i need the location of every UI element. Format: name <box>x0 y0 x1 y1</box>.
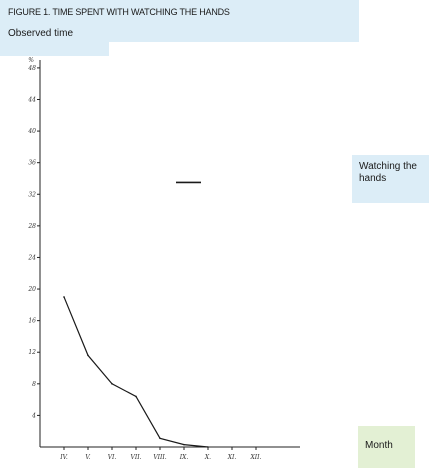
x-axis-title: Month <box>365 440 393 451</box>
y-tick-label: 4 <box>31 412 36 419</box>
data-point <box>111 383 113 385</box>
x-tick-label: IV. <box>59 454 68 461</box>
x-tick-label: VI. <box>108 454 117 461</box>
y-tick-label: 36 <box>28 160 36 167</box>
x-tick-label: XII. <box>250 454 262 461</box>
data-point <box>183 443 185 446</box>
y-tick-label: 40 <box>27 128 36 135</box>
chart-title: FIGURE 1. TIME SPENT WITH WATCHING THE H… <box>8 7 230 17</box>
x-tick-label: VII. <box>131 454 142 461</box>
chart-subtitle: Observed time <box>8 28 74 39</box>
y-tick-label: 32 <box>28 191 36 198</box>
y-tick-label: 48 <box>27 65 36 72</box>
x-tick-label: X. <box>204 454 211 461</box>
y-tick-label: 44 <box>27 96 36 103</box>
y-tick-label: 8 <box>32 381 36 388</box>
y-tick-label: 12 <box>28 349 36 356</box>
x-axis-title-box: Month <box>358 426 415 468</box>
x-tick-label: IX. <box>179 454 189 461</box>
series-line <box>63 296 209 448</box>
data-point <box>135 395 137 398</box>
x-tick-label: VIII. <box>153 454 166 461</box>
y-tick-label: 28 <box>27 223 36 230</box>
y-axis-unit: % <box>28 57 34 64</box>
y-tick-label: 24 <box>27 254 36 261</box>
data-point <box>63 296 65 298</box>
x-tick-label: XI. <box>227 454 237 461</box>
data-point <box>87 354 89 357</box>
subtitle-box: Observed time <box>0 22 109 56</box>
legend: Watching the hands <box>352 155 429 203</box>
x-tick-label: V. <box>85 454 90 461</box>
y-tick-label: 16 <box>28 318 36 325</box>
y-tick-label: 20 <box>27 286 36 293</box>
data-point <box>159 437 161 440</box>
legend-label: Watching the hands <box>359 161 417 184</box>
data-point <box>207 446 209 448</box>
